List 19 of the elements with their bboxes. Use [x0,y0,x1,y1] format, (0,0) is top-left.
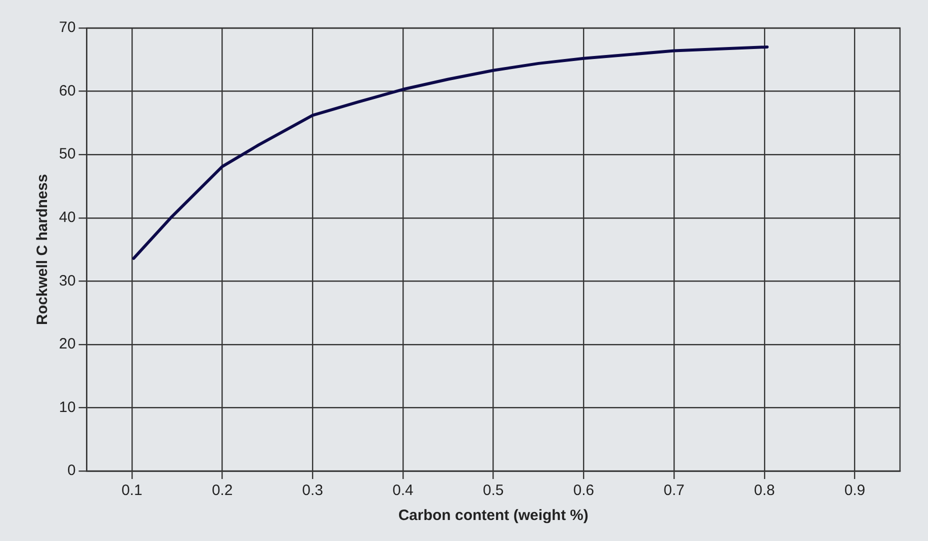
x-tick-label: 0.4 [392,482,414,500]
y-tick-label: 30 [58,272,76,290]
x-tick-label: 0.1 [121,482,142,500]
x-tick-label: 0.5 [482,482,504,500]
y-tick-label: 70 [58,19,76,36]
y-tick-label: 50 [58,146,76,163]
y-axis-title: Rockwell C hardness [34,174,52,325]
y-tick-label: 0 [67,462,76,480]
x-tick-label: 0.7 [664,482,685,500]
x-tick-label: 0.2 [212,482,233,500]
y-tick-label: 40 [58,209,76,226]
x-tick-label: 0.3 [302,482,324,500]
y-tick-label: 10 [58,398,76,416]
y-tick-label: 20 [58,336,76,353]
y-tick-label: 60 [58,82,76,100]
x-tick-label: 0.6 [573,482,594,500]
x-tick-label: 0.9 [844,482,866,500]
x-axis-title: Carbon content (weight %) [398,507,588,524]
x-tick-label: 0.8 [754,482,775,500]
